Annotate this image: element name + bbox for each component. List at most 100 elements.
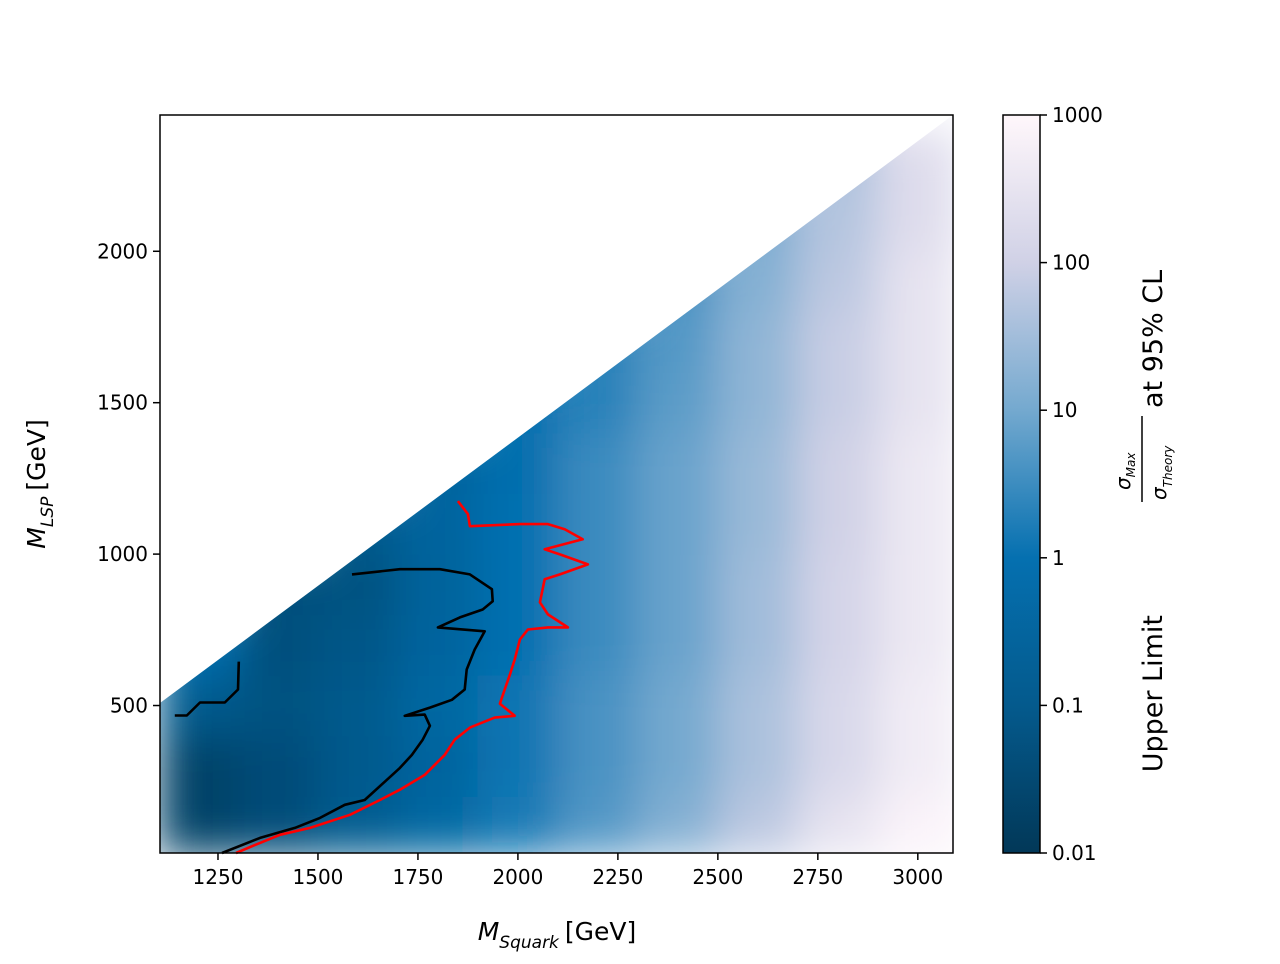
y-tick-label: 1000 bbox=[97, 542, 148, 566]
heatmap-cell bbox=[797, 250, 879, 313]
x-label-main: M bbox=[478, 917, 500, 946]
denominator: σ bbox=[1147, 486, 1171, 500]
y-label-main: M bbox=[22, 527, 51, 549]
heatmap-cell bbox=[477, 371, 559, 434]
heatmap-cell bbox=[637, 311, 719, 373]
colorbar-tick-label: 100 bbox=[1052, 251, 1090, 275]
x-tick-label: 2000 bbox=[492, 865, 543, 889]
heatmap-cell bbox=[797, 190, 879, 252]
heatmap-cell bbox=[797, 674, 879, 737]
heatmap-cell bbox=[317, 735, 399, 797]
heatmap-cell bbox=[237, 614, 319, 676]
heatmap-cell bbox=[877, 735, 953, 797]
x-label-unit: [GeV] bbox=[565, 917, 636, 946]
x-tick-label: 1500 bbox=[293, 865, 344, 889]
x-tick-label: 1250 bbox=[193, 865, 244, 889]
colorbar-denominator: σTheory bbox=[1147, 445, 1175, 500]
heatmap-cell bbox=[160, 795, 239, 853]
heatmap-cell bbox=[637, 432, 719, 495]
heatmap-cell bbox=[557, 735, 639, 797]
heatmap-cell bbox=[397, 432, 479, 495]
heatmap-cell bbox=[797, 553, 879, 616]
heatmap-cell bbox=[397, 735, 479, 797]
heatmap-cell bbox=[637, 553, 719, 616]
colorbar-label-prefix: Upper Limit bbox=[1138, 615, 1169, 772]
contour-line bbox=[174, 567, 494, 855]
heatmap-cell bbox=[557, 674, 639, 737]
y-label-unit: [GeV] bbox=[22, 419, 51, 490]
heatmap-cell bbox=[557, 371, 639, 434]
x-tick-label: 2750 bbox=[792, 865, 843, 889]
heatmap-cell bbox=[717, 614, 799, 676]
heatmap-cell bbox=[477, 735, 559, 797]
y-tick-label: 1500 bbox=[97, 391, 148, 415]
heatmap-cell bbox=[877, 614, 953, 676]
heatmap-cell bbox=[317, 795, 399, 853]
heatmap-cell bbox=[797, 432, 879, 495]
heatmap-cell bbox=[717, 795, 799, 853]
y-label-sub: LSP bbox=[38, 496, 58, 527]
heatmap-cell bbox=[637, 674, 719, 737]
heatmap-cell bbox=[237, 553, 319, 616]
heatmap-cell bbox=[877, 311, 953, 373]
x-label-sub: Squark bbox=[499, 933, 560, 953]
y-axis-label: MLSP [GeV] bbox=[22, 419, 58, 548]
heatmap-cell bbox=[717, 371, 799, 434]
colorbar-tick-label: 1 bbox=[1052, 546, 1065, 570]
heatmap-cell bbox=[717, 432, 799, 495]
y-tick-label: 2000 bbox=[97, 239, 148, 263]
heatmap-cell bbox=[557, 493, 639, 555]
numerator: σ bbox=[1111, 476, 1135, 490]
colorbar-numerator: σMax bbox=[1111, 452, 1138, 490]
heatmap-cell bbox=[797, 735, 879, 797]
colorbar bbox=[1002, 114, 1041, 854]
colorbar-tick-label: 0.1 bbox=[1052, 693, 1084, 717]
heatmap-cell bbox=[797, 493, 879, 555]
heatmap-cell bbox=[717, 674, 799, 737]
heatmap-cell bbox=[877, 190, 953, 252]
x-tick-label: 2250 bbox=[592, 865, 643, 889]
heatmap-cell bbox=[477, 553, 559, 616]
heatmap-cell bbox=[557, 614, 639, 676]
heatmap-cell bbox=[717, 311, 799, 373]
colorbar-tick-label: 10 bbox=[1052, 398, 1077, 422]
heatmap-cells bbox=[160, 129, 953, 853]
colorbar-tick-label: 1000 bbox=[1052, 103, 1103, 127]
contour-line bbox=[235, 500, 590, 855]
heatmap-cell bbox=[877, 553, 953, 616]
colorbar-tick-label: 0.01 bbox=[1052, 841, 1097, 865]
heatmap-cell bbox=[317, 674, 399, 737]
colorbar-label-suffix: at 95% CL bbox=[1138, 270, 1169, 408]
heatmap-cell bbox=[160, 614, 239, 676]
heatmap-cell bbox=[637, 795, 719, 853]
denominator-sub: Theory bbox=[1161, 445, 1175, 488]
heatmap-cell bbox=[557, 311, 639, 373]
heatmap-cell bbox=[877, 795, 953, 853]
heatmap-cell bbox=[797, 614, 879, 676]
heatmap-cell bbox=[717, 735, 799, 797]
x-tick-label: 2500 bbox=[692, 865, 743, 889]
plot-frame bbox=[159, 114, 954, 854]
heatmap-cell bbox=[797, 129, 879, 192]
heatmap-cell bbox=[637, 371, 719, 434]
heatmap-cell bbox=[877, 371, 953, 434]
heatmap-cell bbox=[237, 674, 319, 737]
heatmap bbox=[160, 129, 953, 853]
y-tick-label: 500 bbox=[110, 694, 148, 718]
contours bbox=[174, 500, 590, 855]
heatmap-cell bbox=[397, 493, 479, 555]
heatmap-cell bbox=[637, 250, 719, 313]
heatmap-cell bbox=[877, 432, 953, 495]
heatmap-cell bbox=[477, 674, 559, 737]
x-axis-label: MSquark [GeV] bbox=[478, 917, 637, 953]
heatmap-cell bbox=[237, 735, 319, 797]
heatmap-cell bbox=[160, 735, 239, 797]
x-tick-label: 3000 bbox=[892, 865, 943, 889]
heatmap-cell bbox=[557, 553, 639, 616]
heatmap-cell bbox=[397, 795, 479, 853]
heatmap-cell bbox=[797, 795, 879, 853]
heatmap-cell bbox=[877, 129, 953, 192]
heatmap-cell bbox=[397, 614, 479, 676]
heatmap-cell bbox=[317, 493, 399, 555]
